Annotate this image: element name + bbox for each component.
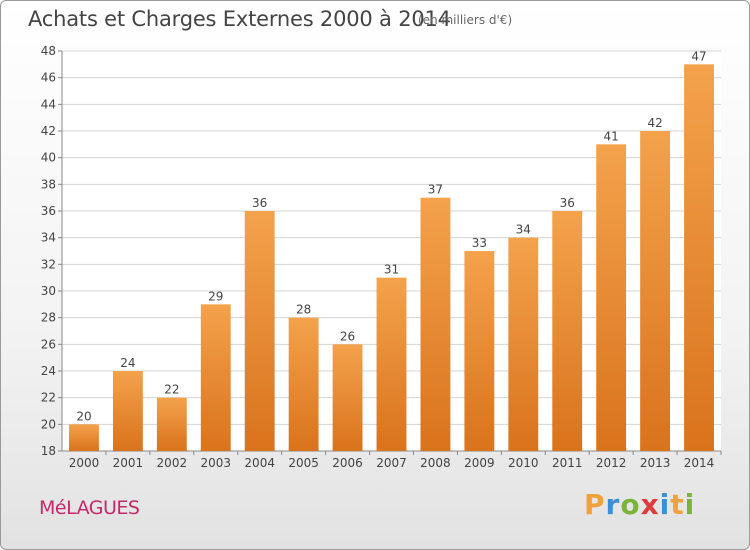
y-tick-label: 26 bbox=[41, 337, 56, 351]
data-label: 42 bbox=[647, 116, 662, 130]
logo-letter: P bbox=[584, 488, 606, 521]
y-tick-label: 34 bbox=[41, 231, 56, 245]
y-tick-label: 24 bbox=[41, 364, 56, 378]
x-tick-label: 2012 bbox=[596, 456, 627, 470]
bar bbox=[552, 211, 583, 451]
bar bbox=[156, 397, 187, 451]
y-tick-label: 40 bbox=[41, 151, 56, 165]
bar bbox=[200, 304, 231, 451]
bar bbox=[640, 131, 671, 451]
logo-letter: o bbox=[620, 488, 641, 521]
y-tick-label: 20 bbox=[41, 417, 56, 431]
x-tick-label: 2013 bbox=[640, 456, 671, 470]
data-label: 29 bbox=[208, 289, 223, 303]
data-label: 33 bbox=[472, 236, 487, 250]
data-label: 36 bbox=[252, 196, 267, 210]
data-label: 36 bbox=[560, 196, 575, 210]
bar bbox=[112, 371, 143, 451]
data-label: 28 bbox=[296, 303, 311, 317]
y-tick-label: 22 bbox=[41, 391, 56, 405]
bar bbox=[596, 144, 627, 452]
x-tick-label: 2010 bbox=[508, 456, 539, 470]
logo-letter: i bbox=[684, 488, 696, 521]
y-tick-label: 46 bbox=[41, 71, 56, 85]
bar bbox=[684, 64, 714, 452]
x-tick-label: 2006 bbox=[332, 456, 363, 470]
y-tick-label: 44 bbox=[41, 97, 56, 111]
x-tick-label: 2014 bbox=[684, 456, 715, 470]
bar bbox=[376, 277, 407, 451]
y-tick-label: 30 bbox=[41, 284, 56, 298]
bar bbox=[69, 424, 99, 451]
x-tick-label: 2003 bbox=[200, 456, 231, 470]
bar bbox=[288, 317, 319, 451]
chart-subtitle: (en milliers d'€) bbox=[418, 13, 513, 27]
data-label: 34 bbox=[516, 223, 531, 237]
bar bbox=[244, 211, 275, 451]
x-tick-label: 2009 bbox=[464, 456, 495, 470]
logo-letter: i bbox=[659, 488, 671, 521]
logo-letter: x bbox=[640, 488, 660, 521]
logo-letter: t bbox=[670, 488, 685, 521]
y-tick-label: 18 bbox=[41, 444, 56, 458]
data-label: 26 bbox=[340, 329, 355, 343]
x-tick-label: 2007 bbox=[376, 456, 407, 470]
x-tick-label: 2000 bbox=[69, 456, 100, 470]
logo-letter: r bbox=[605, 488, 621, 521]
proxiti-logo: Proxiti bbox=[584, 488, 695, 521]
x-tick-label: 2005 bbox=[288, 456, 319, 470]
y-tick-label: 32 bbox=[41, 257, 56, 271]
x-tick-label: 2001 bbox=[113, 456, 144, 470]
data-label: 41 bbox=[604, 129, 619, 143]
y-tick-label: 42 bbox=[41, 124, 56, 138]
chart-title: Achats et Charges Externes 2000 à 2014 bbox=[28, 7, 451, 31]
data-label: 22 bbox=[164, 383, 179, 397]
x-tick-label: 2011 bbox=[552, 456, 583, 470]
data-label: 37 bbox=[428, 183, 443, 197]
x-tick-label: 2002 bbox=[157, 456, 188, 470]
commune-name: MéLAGUES bbox=[39, 497, 140, 519]
bar bbox=[464, 251, 495, 451]
y-tick-label: 38 bbox=[41, 177, 56, 191]
bar bbox=[420, 197, 451, 451]
data-label: 47 bbox=[691, 49, 706, 63]
data-label: 24 bbox=[120, 356, 135, 370]
data-label: 31 bbox=[384, 263, 399, 277]
x-tick-label: 2008 bbox=[420, 456, 451, 470]
bar bbox=[332, 344, 363, 451]
bar bbox=[508, 237, 539, 451]
y-tick-label: 48 bbox=[41, 44, 56, 58]
data-label: 20 bbox=[76, 409, 91, 423]
x-tick-label: 2004 bbox=[244, 456, 275, 470]
y-tick-label: 28 bbox=[41, 311, 56, 325]
y-tick-label: 36 bbox=[41, 204, 56, 218]
